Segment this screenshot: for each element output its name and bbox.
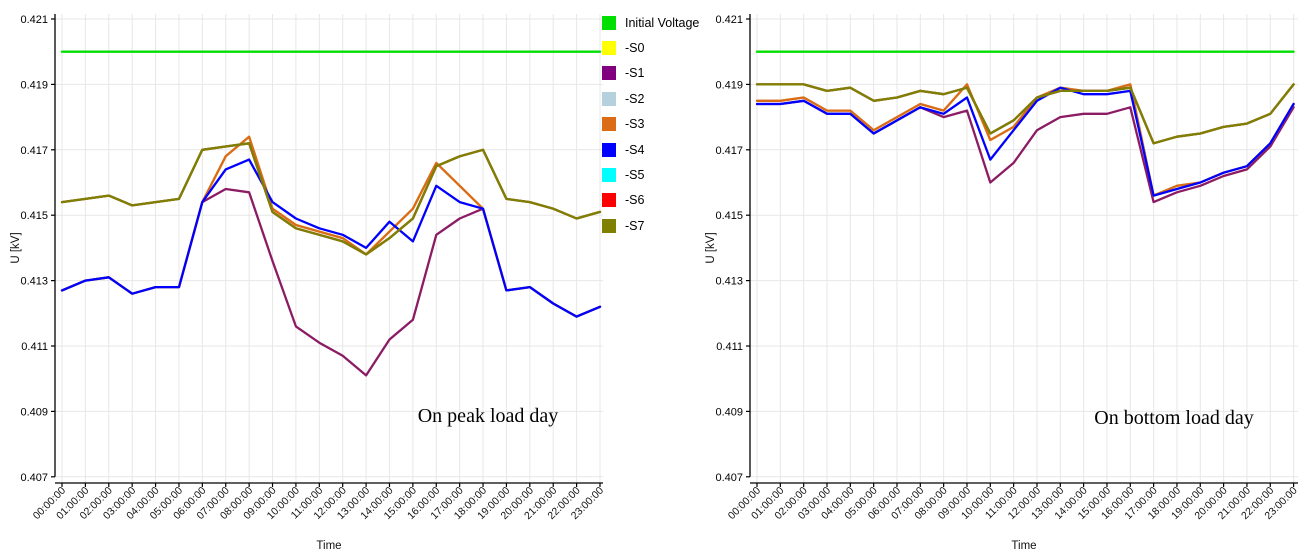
legend-item--s5: -S5 <box>602 162 699 187</box>
axes-1: 0.407 0.409 0.411 0.413 0.415 0.417 0.419 0.421… <box>715 14 1300 522</box>
legend-item--s6: -S6 <box>602 188 699 213</box>
y-tick-label: 0.407 <box>715 472 743 484</box>
series-line--S3 <box>755 83 1295 197</box>
legend-swatch-icon <box>602 142 616 157</box>
y-tick-label: 0.413 <box>20 276 48 288</box>
series-1 <box>755 50 1295 204</box>
legend-item-initial-voltage: Initial Voltage <box>602 10 699 35</box>
legend-swatch-icon <box>602 117 616 132</box>
y-tick-label: 0.411 <box>716 341 743 353</box>
peak-load-annotation: On peak load day <box>417 405 559 427</box>
left-x-axis-title: Time <box>316 540 342 552</box>
legend-item--s1: -S1 <box>602 61 699 86</box>
series-line--S7 <box>755 83 1295 145</box>
y-tick-label: 0.409 <box>715 406 743 418</box>
series-line--S4 <box>60 158 602 318</box>
right-y-axis-title: U [kV] <box>705 232 717 264</box>
legend-item--s4: -S4 <box>602 137 699 162</box>
legend-swatch-icon <box>602 218 616 233</box>
legend-label: -S4 <box>625 142 645 157</box>
legend-label: Initial Voltage <box>625 15 700 30</box>
legend-label: -S0 <box>625 41 645 56</box>
y-tick-label: 0.417 <box>20 145 48 157</box>
y-tick-label: 0.419 <box>20 79 48 91</box>
legend-swatch-icon <box>602 15 616 30</box>
legend-label: -S6 <box>625 193 645 208</box>
legend-swatch-icon <box>602 41 616 56</box>
legend-label: -S1 <box>625 66 645 81</box>
right-x-axis-title: Time <box>1011 540 1037 552</box>
y-tick-label: 0.417 <box>715 145 743 157</box>
legend-item--s7: -S7 <box>602 213 699 238</box>
legend-label: -S3 <box>625 117 645 132</box>
y-tick-label: 0.419 <box>715 79 743 91</box>
series-line--S7 <box>60 142 602 256</box>
legend-swatch-icon <box>602 66 616 81</box>
left-y-axis-title: U [kV] <box>10 232 22 264</box>
series-line--S2 <box>755 83 1295 197</box>
series-line--S0 <box>755 83 1295 197</box>
y-tick-label: 0.407 <box>20 472 48 484</box>
legend-label: -S5 <box>625 168 645 183</box>
y-tick-label: 0.421 <box>20 14 48 26</box>
legend-swatch-icon <box>602 168 616 183</box>
y-tick-label: 0.413 <box>715 276 743 288</box>
series-line--S4 <box>755 86 1295 197</box>
legend-swatch-icon <box>602 193 616 208</box>
legend: Initial Voltage -S0 -S1 -S2 -S3 -S4 -S5 -S6 -S7 <box>602 10 699 239</box>
y-tick-label: 0.411 <box>21 341 48 353</box>
y-tick-label: 0.409 <box>20 406 48 418</box>
bottom-load-annotation: On bottom load day <box>1094 407 1254 429</box>
y-tick-label: 0.415 <box>20 210 48 222</box>
series-0 <box>60 50 602 377</box>
legend-label: -S2 <box>625 91 645 106</box>
y-tick-label: 0.415 <box>715 210 743 222</box>
legend-item--s3: -S3 <box>602 112 699 137</box>
legend-item--s2: -S2 <box>602 86 699 111</box>
y-tick-label: 0.421 <box>715 14 743 26</box>
legend-item--s0: -S0 <box>602 35 699 60</box>
legend-swatch-icon <box>602 91 616 106</box>
series-line--S1 <box>60 187 602 377</box>
legend-label: -S7 <box>625 218 645 233</box>
gridlines-1 <box>750 14 1298 483</box>
